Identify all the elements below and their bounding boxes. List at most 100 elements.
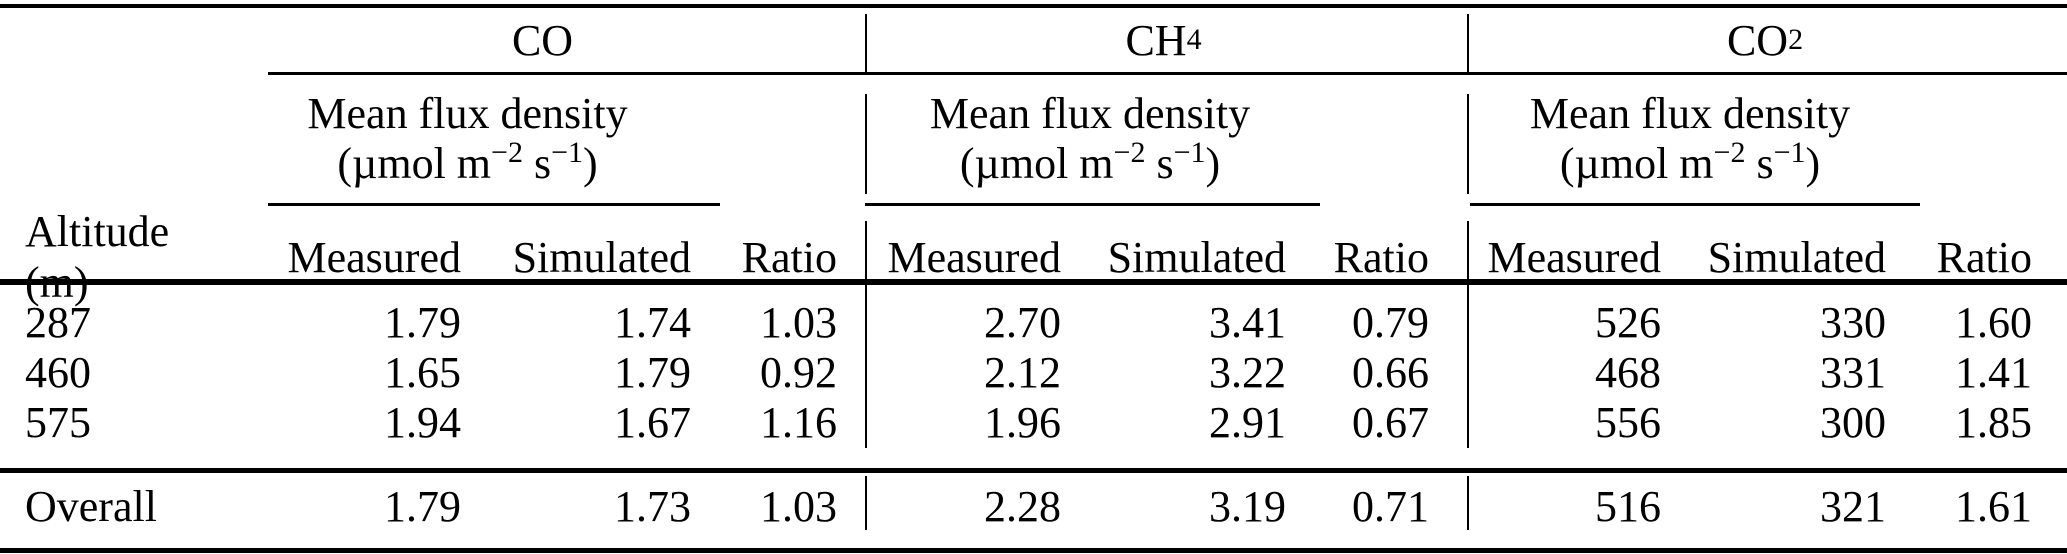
unit-superscript: −1 bbox=[551, 136, 583, 169]
unit-text: s bbox=[1145, 139, 1174, 188]
co2-simulated-value: 331 bbox=[1820, 348, 1886, 397]
co-measured-value: 1.79 bbox=[384, 298, 461, 347]
unit-text: (µmol m bbox=[1559, 139, 1714, 188]
ch4-measured-value: 2.70 bbox=[984, 298, 1061, 347]
table-row: 575 1.94 1.67 1.16 1.96 2.91 0.67 556 30… bbox=[0, 397, 2067, 448]
rule-under-flux-co bbox=[268, 203, 720, 206]
column-separator bbox=[1467, 221, 1469, 308]
table-row: 460 1.65 1.79 0.92 2.12 3.22 0.66 468 33… bbox=[0, 347, 2067, 398]
rule-header-body-separator bbox=[0, 279, 2067, 285]
ch4-simulated-value: 3.41 bbox=[1209, 298, 1286, 347]
rule-top bbox=[0, 4, 2067, 8]
column-separator bbox=[1467, 397, 1469, 448]
co-measured-value: 1.79 bbox=[384, 481, 461, 531]
ratio-column-header: Ratio bbox=[1936, 232, 2032, 282]
gas-header-ch4: CH 4 bbox=[1125, 15, 1202, 65]
co2-ratio-value: 1.60 bbox=[1955, 298, 2032, 347]
measured-column-header: Measured bbox=[887, 232, 1062, 282]
simulated-column-header: Simulated bbox=[512, 232, 691, 282]
flux-unit: (µmol m−2 s−1) bbox=[960, 136, 1221, 189]
gas-header-co: CO bbox=[240, 8, 845, 72]
co-measured-value: 1.94 bbox=[384, 398, 461, 447]
co-ratio-value: 0.92 bbox=[760, 348, 837, 397]
column-separator bbox=[1467, 14, 1469, 72]
column-separator bbox=[865, 14, 867, 72]
unit-superscript: −2 bbox=[1713, 136, 1746, 169]
overall-label: Overall bbox=[25, 481, 157, 531]
ch4-measured-value: 2.28 bbox=[984, 481, 1061, 531]
co2-measured-value: 468 bbox=[1595, 348, 1661, 397]
unit-text: s bbox=[522, 139, 552, 188]
altitude-column-header: Altitude (m) bbox=[25, 207, 170, 307]
altitude-value: 460 bbox=[25, 348, 91, 397]
co2-measured-value: 556 bbox=[1595, 398, 1661, 447]
co-ratio-value: 1.16 bbox=[760, 398, 837, 447]
ch4-simulated-value: 3.19 bbox=[1209, 481, 1286, 531]
simulated-column-header: Simulated bbox=[1707, 232, 1886, 282]
column-separator bbox=[1467, 297, 1469, 348]
co-measured-value: 1.65 bbox=[384, 348, 461, 397]
flux-header-ch4: Mean flux density (µmol m−2 s−1) bbox=[890, 75, 1290, 203]
column-header-row: Altitude (m) Measured Simulated Ratio Me… bbox=[0, 206, 2067, 308]
column-separator bbox=[1467, 347, 1469, 398]
table-row: 287 1.79 1.74 1.03 2.70 3.41 0.79 526 33… bbox=[0, 297, 2067, 348]
ch4-ratio-value: 0.79 bbox=[1352, 298, 1429, 347]
unit-superscript: −1 bbox=[1773, 136, 1806, 169]
co2-ratio-value: 1.41 bbox=[1955, 348, 2032, 397]
flux-header-co2: Mean flux density (µmol m−2 s−1) bbox=[1490, 75, 1890, 203]
unit-superscript: −2 bbox=[1113, 136, 1146, 169]
column-separator bbox=[865, 397, 867, 448]
co2-simulated-value: 330 bbox=[1820, 298, 1886, 347]
rule-under-flux-co2 bbox=[1470, 203, 1920, 206]
co-simulated-value: 1.79 bbox=[614, 348, 691, 397]
flux-unit: (µmol m−2 s−1) bbox=[337, 136, 598, 189]
ratio-column-header: Ratio bbox=[741, 232, 837, 282]
co-ratio-value: 1.03 bbox=[760, 298, 837, 347]
flux-header-co: Mean flux density (µmol m−2 s−1) bbox=[240, 75, 695, 203]
ch4-ratio-value: 0.71 bbox=[1352, 481, 1429, 531]
ch4-simulated-value: 3.22 bbox=[1209, 348, 1286, 397]
gas-label-ch4: CH bbox=[1125, 15, 1187, 65]
gas-header-row: CO CH 4 CO 2 bbox=[0, 8, 2067, 72]
co-ratio-value: 1.03 bbox=[760, 481, 837, 531]
unit-superscript: −2 bbox=[491, 136, 523, 169]
flux-title: Mean flux density bbox=[307, 89, 628, 138]
unit-text: s bbox=[1745, 139, 1774, 188]
rule-bottom bbox=[0, 548, 2067, 553]
rule-body-overall-separator bbox=[0, 468, 2067, 473]
co2-simulated-value: 321 bbox=[1820, 481, 1886, 531]
column-separator bbox=[865, 476, 867, 530]
flux-unit: (µmol m−2 s−1) bbox=[1559, 136, 1821, 189]
co2-measured-value: 526 bbox=[1595, 298, 1661, 347]
measured-column-header: Measured bbox=[1487, 232, 1662, 282]
co2-ratio-value: 1.61 bbox=[1955, 481, 2032, 531]
co-simulated-value: 1.74 bbox=[614, 298, 691, 347]
column-separator bbox=[865, 221, 867, 308]
column-separator bbox=[865, 94, 867, 194]
unit-superscript: −1 bbox=[1173, 136, 1206, 169]
co2-measured-value: 516 bbox=[1595, 481, 1661, 531]
co-simulated-value: 1.73 bbox=[614, 481, 691, 531]
flux-title: Mean flux density bbox=[1529, 89, 1851, 138]
measured-column-header: Measured bbox=[287, 232, 462, 282]
unit-text: ) bbox=[1205, 139, 1221, 188]
column-separator bbox=[865, 297, 867, 348]
rule-under-gas-headers bbox=[268, 72, 2067, 75]
unit-text: ) bbox=[583, 139, 598, 188]
unit-text: ) bbox=[1805, 139, 1821, 188]
column-separator bbox=[1467, 476, 1469, 530]
ch4-measured-value: 2.12 bbox=[984, 348, 1061, 397]
flux-header-row: Mean flux density (µmol m−2 s−1) Mean fl… bbox=[0, 75, 2067, 203]
ch4-simulated-value: 2.91 bbox=[1209, 398, 1286, 447]
overall-row: Overall 1.79 1.73 1.03 2.28 3.19 0.71 51… bbox=[0, 468, 2067, 544]
gas-label-co2: CO bbox=[1726, 15, 1789, 65]
ch4-ratio-value: 0.66 bbox=[1352, 348, 1429, 397]
ch4-measured-value: 1.96 bbox=[984, 398, 1061, 447]
simulated-column-header: Simulated bbox=[1107, 232, 1286, 282]
co2-ratio-value: 1.85 bbox=[1955, 398, 2032, 447]
column-separator bbox=[1467, 94, 1469, 194]
gas-header-co2: CO 2 bbox=[1726, 15, 1804, 65]
altitude-value: 575 bbox=[25, 398, 91, 447]
ch4-ratio-value: 0.67 bbox=[1352, 398, 1429, 447]
